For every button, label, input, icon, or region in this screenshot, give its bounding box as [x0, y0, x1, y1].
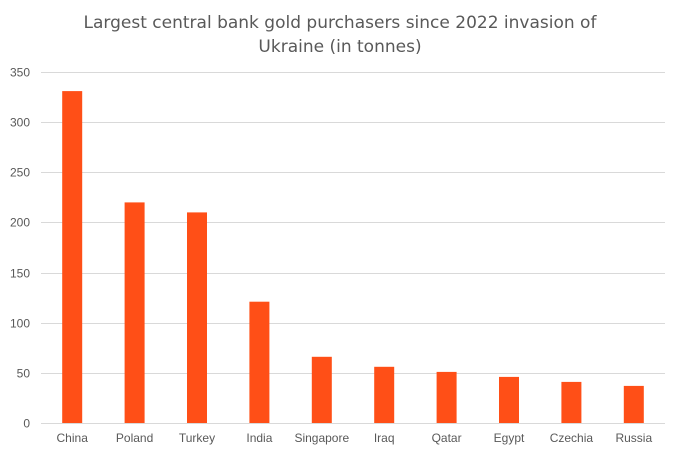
- x-axis-ticks: China Poland Turkey India Singapore Iraq Qatar…: [57, 431, 653, 445]
- bar-czechia: [561, 381, 582, 423]
- bar-china: [62, 91, 83, 423]
- gridlines: [41, 72, 665, 424]
- y-tick-label: 200: [10, 216, 30, 230]
- x-tick-label: Czechia: [550, 431, 594, 445]
- x-tick-label: Russia: [615, 431, 652, 445]
- bar-iraq: [374, 366, 395, 423]
- y-tick-label: 100: [10, 317, 30, 331]
- x-tick-label: Qatar: [432, 431, 462, 445]
- chart-title: Largest central bank gold purchasers sin…: [83, 13, 597, 57]
- bar-russia: [623, 385, 644, 423]
- bar-india: [249, 301, 270, 423]
- y-tick-label: 300: [10, 116, 30, 130]
- x-tick-label: China: [57, 431, 89, 445]
- bar-poland: [124, 202, 145, 423]
- bar-egypt: [499, 376, 519, 423]
- x-tick-label: Poland: [116, 431, 153, 445]
- x-tick-label: Egypt: [494, 431, 525, 445]
- y-tick-label: 150: [10, 267, 30, 281]
- x-tick-label: Iraq: [374, 431, 395, 445]
- bar-qatar: [436, 371, 457, 423]
- x-tick-label: Singapore: [294, 431, 349, 445]
- y-tick-label: 350: [10, 66, 30, 80]
- bars: [62, 91, 644, 423]
- bar-turkey: [187, 212, 207, 423]
- y-tick-label: 0: [23, 417, 30, 431]
- y-axis-ticks: 0 50 100 150 200 250 300 350: [10, 66, 30, 431]
- x-tick-label: Turkey: [179, 431, 215, 445]
- bar-singapore: [311, 356, 332, 423]
- y-tick-label: 250: [10, 166, 30, 180]
- x-tick-label: India: [246, 431, 272, 445]
- y-tick-label: 50: [17, 367, 31, 381]
